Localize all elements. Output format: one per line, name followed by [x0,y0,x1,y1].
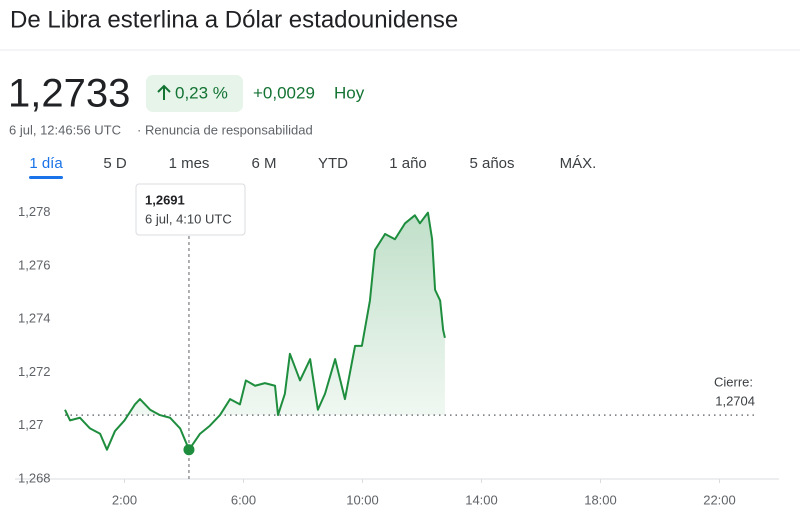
tab[interactable]: MÁX. [560,155,597,172]
area [65,212,445,416]
y-tick-label: 1,27 [18,417,43,432]
x-tick-label: 10:00 [346,492,379,507]
x-tick-label: 18:00 [584,492,617,507]
x-tick-label: 6:00 [231,492,256,507]
disclaimer[interactable]: Renuncia de responsabilidad [145,122,313,137]
tab[interactable]: YTD [318,155,348,172]
line [64,211,446,451]
tab[interactable]: 5 años [469,155,514,172]
x-tick-label: 2:00 [112,492,137,507]
hover-point [183,444,195,456]
change: +0,0029 [253,83,315,102]
tab[interactable]: 1 año [389,155,427,172]
tab[interactable]: 5 D [103,155,127,172]
tooltip-time: 6 jul, 4:10 UTC [145,211,232,226]
tab[interactable]: 6 M [251,155,276,172]
y-tick-label: 1,278 [18,204,51,219]
separator: · [137,122,141,137]
tab[interactable]: 1 mes [169,155,210,172]
title: De Libra esterlina a Dólar estadounidens… [10,6,458,33]
up-arrow [157,84,171,100]
tooltip-value: 1,2691 [145,192,185,207]
x-tick-label: 22:00 [703,492,736,507]
tab[interactable]: 1 día [29,155,63,172]
change-badge [146,75,243,112]
tooltip [135,183,246,236]
change-percent: 0,23 % [175,83,228,102]
timestamp: 6 jul, 12:46:56 UTC [9,122,121,137]
y-tick-label: 1,276 [18,257,51,272]
tab-underline [29,176,63,179]
previous-close-value: 1,2704 [715,393,755,408]
tabs: 1 día 5 D 1 mes 6 M YTD 1 año 5 años MÁX. [29,155,596,179]
plot: 1,268 1,27 1,272 1,274 1,276 1,278 2:00 6:00 10:… [15,183,779,507]
previous-close-label: Cierre: [714,374,753,389]
y-tick-label: 1,268 [18,470,51,485]
price: 1,2733 [8,72,130,116]
y-tick-label: 1,272 [18,364,51,379]
x-tick-label: 14:00 [465,492,498,507]
change-period: Hoy [334,83,365,102]
y-tick-label: 1,274 [18,311,51,326]
